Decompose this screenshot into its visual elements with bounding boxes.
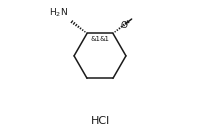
Text: HCl: HCl	[90, 116, 110, 126]
Text: O: O	[120, 21, 127, 30]
Text: $\mathregular{H_2N}$: $\mathregular{H_2N}$	[49, 7, 68, 19]
Text: &1: &1	[91, 36, 101, 42]
Text: &1: &1	[99, 36, 109, 42]
